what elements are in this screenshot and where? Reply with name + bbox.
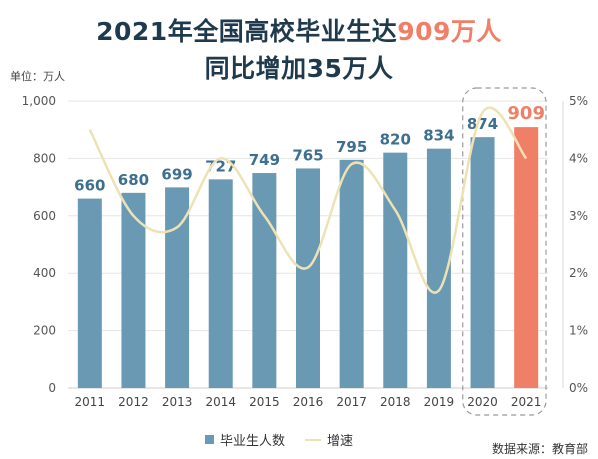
data-label: 680 [118, 171, 149, 189]
source-note: 数据来源：教育部 [491, 442, 588, 456]
y2-tick-label: 1% [569, 324, 588, 338]
growth-rate-line [88, 106, 528, 294]
x-tick-label: 2017 [336, 395, 367, 409]
x-tick-label: 2021 [511, 395, 542, 409]
data-label: 874 [467, 115, 498, 133]
data-label: 660 [74, 177, 105, 195]
bar [165, 187, 190, 388]
data-label: 749 [249, 151, 280, 169]
y-tick-label: 0 [48, 381, 56, 395]
chart-title-line2: 同比增加35万人 [204, 54, 394, 83]
x-tick-label: 2011 [75, 395, 106, 409]
data-label: 909 [507, 103, 545, 124]
x-tick-label: 2018 [380, 395, 411, 409]
legend-line-swatch [305, 438, 322, 441]
x-tick-label: 2016 [293, 395, 324, 409]
bar [121, 192, 146, 388]
x-tick-label: 2020 [467, 395, 498, 409]
legend-line-label: 增速 [327, 434, 354, 449]
title-text: 2021年全国高校毕业生达 [96, 17, 398, 46]
y-tick-label: 1,000 [22, 94, 56, 108]
x-tick-label: 2015 [249, 395, 280, 409]
bar [470, 137, 495, 388]
x-tick-label: 2019 [424, 395, 455, 409]
data-label: 765 [292, 146, 323, 164]
data-label: 820 [380, 131, 411, 149]
bar [77, 198, 102, 388]
y2-tick-label: 2% [569, 266, 588, 280]
y2-tick-label: 5% [569, 94, 588, 108]
chart-title-line1: 2021年全国高校毕业生达909万人 [0, 12, 598, 48]
legend-bar-label: 毕业生人数 [220, 434, 286, 449]
legend: 毕业生人数 增速 [205, 430, 353, 449]
data-label: 699 [161, 165, 192, 183]
bar [296, 168, 320, 388]
y-tick-label: 400 [33, 266, 56, 280]
y2-tick-label: 3% [569, 209, 588, 223]
y-tick-label: 200 [33, 324, 56, 338]
highlight-box [462, 87, 547, 416]
x-tick-label: 2012 [118, 395, 149, 409]
y2-tick-label: 4% [569, 151, 588, 165]
title-highlight: 909万人 [397, 17, 502, 46]
unit-label: 单位：万人 [10, 70, 65, 83]
bar [252, 173, 277, 388]
y-tick-label: 800 [33, 151, 56, 165]
y2-tick-label: 0% [569, 381, 588, 395]
data-label: 834 [423, 127, 454, 145]
bar [208, 179, 233, 388]
data-label: 727 [205, 157, 236, 175]
data-label: 795 [336, 138, 367, 156]
bar [339, 159, 364, 388]
x-tick-label: 2014 [205, 395, 236, 409]
legend-bar-swatch [205, 435, 214, 444]
x-tick-label: 2013 [162, 395, 193, 409]
bar [383, 152, 408, 388]
y-tick-label: 600 [33, 209, 56, 223]
bar [514, 127, 539, 388]
